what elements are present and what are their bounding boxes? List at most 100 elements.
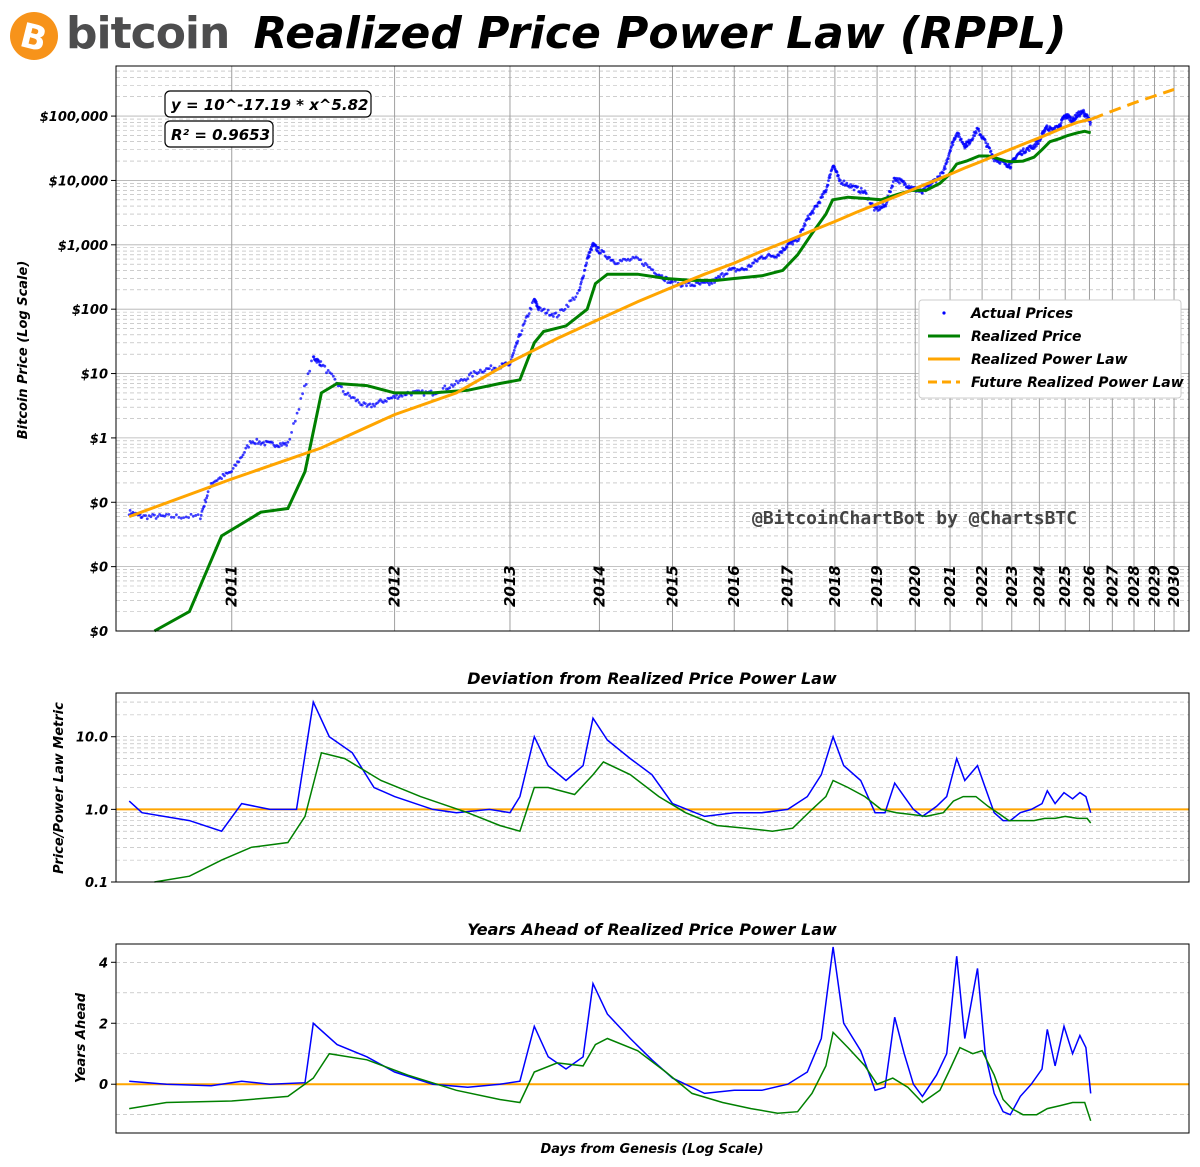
deviation-actual-line xyxy=(128,699,1092,833)
ytick-label: 2 xyxy=(99,1017,108,1032)
actual-price-point xyxy=(546,308,550,312)
actual-price-point xyxy=(584,263,588,267)
actual-price-point xyxy=(1009,165,1013,169)
actual-price-point xyxy=(904,182,907,186)
actual-price-point xyxy=(243,451,246,454)
actual-price-point xyxy=(537,308,540,312)
actual-price-point xyxy=(247,445,251,449)
actual-price-point xyxy=(835,170,839,174)
actual-price-point xyxy=(286,440,290,444)
actual-price-point xyxy=(943,164,947,168)
future-realized-power-law-line xyxy=(1091,87,1175,121)
deviation-realized-line xyxy=(154,751,1092,883)
actual-price-point xyxy=(393,396,397,399)
actual-price-point xyxy=(149,515,153,519)
actual-price-point xyxy=(671,280,674,284)
actual-price-point xyxy=(315,361,319,364)
actual-price-point xyxy=(750,264,753,268)
actual-price-point xyxy=(583,268,587,272)
actual-price-point xyxy=(304,383,308,386)
actual-price-point xyxy=(983,138,987,142)
actual-price-point xyxy=(824,190,828,194)
actual-price-point xyxy=(588,251,592,254)
actual-price-point xyxy=(455,379,458,383)
ytick-label: $10,000 xyxy=(49,174,108,189)
actual-price-point xyxy=(780,251,784,255)
actual-price-point xyxy=(864,192,868,195)
actual-price-point xyxy=(285,444,288,447)
actual-price-point xyxy=(280,444,283,447)
main-ylabel: Bitcoin Price (Log Scale) xyxy=(16,261,31,440)
year-label-2022: 2022 xyxy=(973,565,991,607)
actual-price-point xyxy=(443,384,447,388)
actual-price-point xyxy=(563,307,567,311)
actual-price-point xyxy=(872,208,876,212)
actual-price-point xyxy=(755,259,759,263)
actual-price-point xyxy=(602,250,606,254)
actual-price-point xyxy=(271,441,274,445)
actual-price-point xyxy=(189,512,193,516)
actual-price-point xyxy=(998,162,1002,165)
legend-label-power-law: Realized Power Law xyxy=(971,352,1128,368)
actual-price-point xyxy=(775,255,778,259)
actual-price-point xyxy=(448,386,452,390)
year-label-2018: 2018 xyxy=(826,565,844,607)
actual-price-point xyxy=(368,402,372,406)
actual-price-point xyxy=(576,291,579,295)
actual-price-point xyxy=(303,384,306,388)
actual-price-point xyxy=(807,217,811,221)
actual-price-point xyxy=(856,185,860,189)
actual-price-point xyxy=(453,383,457,386)
actual-price-point xyxy=(581,276,585,280)
ytick-label: 0 xyxy=(99,1078,108,1093)
actual-price-point xyxy=(599,251,602,255)
year-label-2025: 2025 xyxy=(1056,565,1074,607)
actual-price-point xyxy=(837,174,840,178)
chart-title: Realized Price Power Law (RPPL) xyxy=(253,8,1067,59)
legend-swatch-actual xyxy=(942,311,946,315)
actual-price-point xyxy=(295,411,299,415)
actual-price-point xyxy=(331,374,335,378)
ytick-label: 0.1 xyxy=(85,876,108,891)
year-label-2027: 2027 xyxy=(1103,565,1121,607)
actual-price-point xyxy=(469,371,473,375)
actual-price-point xyxy=(825,188,828,192)
actual-price-point xyxy=(341,390,345,393)
actual-price-point xyxy=(299,397,303,400)
actual-price-point xyxy=(523,319,527,323)
ytick-label: $1 xyxy=(90,432,108,447)
actual-price-point xyxy=(785,245,789,249)
actual-price-point xyxy=(648,266,652,269)
actual-price-point xyxy=(187,516,191,519)
actual-price-point xyxy=(288,437,292,441)
actual-price-point xyxy=(569,299,573,302)
actual-price-point xyxy=(554,311,558,315)
actual-price-point xyxy=(620,259,624,263)
actual-price-point xyxy=(456,381,460,385)
actual-price-point xyxy=(196,513,200,516)
actual-price-point xyxy=(811,209,815,213)
actual-price-point xyxy=(172,516,176,519)
actual-price-point xyxy=(958,135,961,139)
bitcoin-logo: B bitcoin xyxy=(8,6,230,64)
year-label-2021: 2021 xyxy=(941,565,959,607)
actual-price-point xyxy=(191,514,195,518)
actual-price-point xyxy=(519,333,523,336)
ytick-label-bottom: $0 xyxy=(90,625,108,640)
actual-price-point xyxy=(542,307,546,311)
year-label-2023: 2023 xyxy=(1003,565,1021,607)
actual-price-point xyxy=(777,254,781,257)
actual-price-point xyxy=(921,191,924,195)
r-squared-box: R² = 0.9653 xyxy=(164,120,274,148)
actual-price-point xyxy=(579,280,583,284)
actual-price-point xyxy=(988,146,992,150)
actual-price-point xyxy=(971,136,975,140)
actual-price-point xyxy=(483,369,487,373)
actual-price-point xyxy=(477,371,481,374)
deviation-title: Deviation from Realized Price Power Law xyxy=(467,669,837,688)
actual-price-point xyxy=(1059,121,1063,125)
actual-price-point xyxy=(293,419,297,423)
actual-price-point xyxy=(308,369,312,373)
actual-price-point xyxy=(323,364,327,368)
actual-price-point xyxy=(199,513,203,517)
